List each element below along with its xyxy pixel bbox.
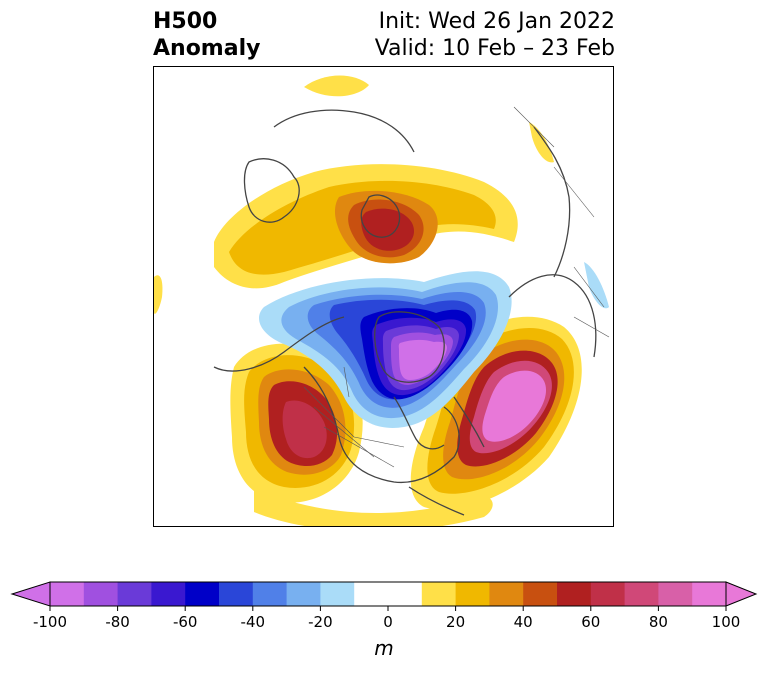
init-date-label: Init: Wed 26 Jan 2022 (378, 9, 615, 34)
colorbar-cell (455, 582, 490, 606)
colorbar-tick-label: 0 (383, 613, 393, 631)
colorbar-cell (252, 582, 288, 606)
colorbar-cell (388, 582, 423, 606)
colorbar-cell (354, 582, 389, 606)
political-borders (303, 106, 610, 468)
colorbar-tick-label: 20 (446, 613, 466, 631)
colorbar-cell (590, 582, 626, 606)
colorbar-cell (151, 582, 186, 606)
colorbar-cell (557, 582, 592, 606)
colorbar-cell (624, 582, 659, 606)
colorbar-tick-label: 100 (711, 613, 741, 631)
variable-label-anomaly: Anomaly (153, 36, 261, 61)
colorbar-extend-high (725, 581, 758, 607)
variable-label: H500 (153, 9, 218, 34)
colorbar-cell (83, 582, 119, 606)
coastlines (213, 109, 597, 516)
colorbar-unit-label: m (374, 636, 394, 660)
colorbar-tick-label: -40 (240, 613, 266, 631)
colorbar-cell (320, 582, 355, 606)
colorbar-cell (658, 582, 693, 606)
valid-range-label: Valid: 10 Feb – 23 Feb (374, 36, 615, 61)
cold-anomaly-shading (259, 262, 609, 428)
colorbar-tick-label: 80 (648, 613, 668, 631)
colorbar-tick-label: -60 (172, 613, 198, 631)
title-right: Init: Wed 26 Jan 2022 Valid: 10 Feb – 23… (375, 8, 615, 62)
colorbar-extend-low (10, 581, 51, 607)
colorbar-tick-label: -20 (308, 613, 333, 631)
colorbar-cell (523, 582, 558, 606)
colorbar-cell (489, 582, 524, 606)
colorbar-cell (219, 582, 254, 606)
colorbar-cell (117, 582, 152, 606)
map-panel (153, 66, 614, 527)
anomaly-map (154, 75, 610, 526)
colorbar-tick-label: -100 (32, 613, 68, 631)
colorbar-cell (185, 582, 220, 606)
colorbar (10, 581, 758, 611)
colorbar-tick-label: 60 (581, 613, 601, 631)
colorbar-cell (421, 582, 457, 606)
colorbar-tick-label: 40 (513, 613, 533, 631)
colorbar-cell (286, 582, 321, 606)
colorbar-cell (50, 582, 85, 606)
colorbar-cell (692, 582, 727, 606)
colorbar-tick-label: -80 (105, 613, 130, 631)
title-left: H500 Anomaly (153, 8, 260, 62)
